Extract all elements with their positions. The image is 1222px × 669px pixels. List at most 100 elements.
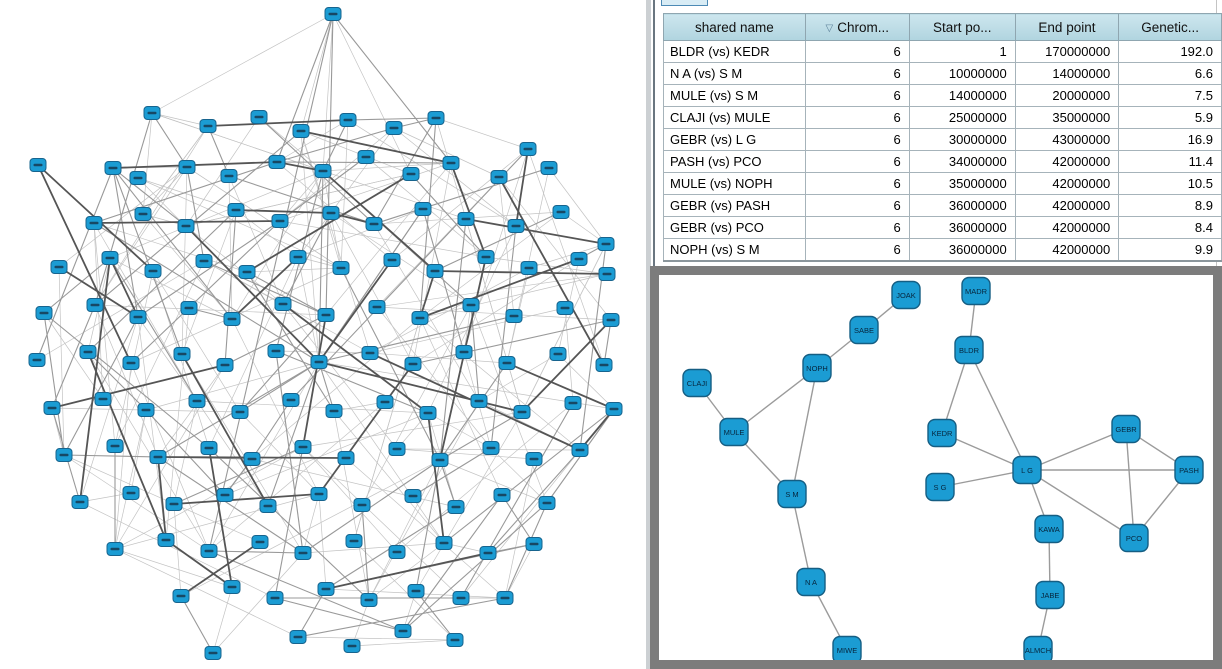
network-node[interactable] bbox=[490, 170, 508, 184]
network-node[interactable] bbox=[343, 639, 361, 653]
network-node[interactable] bbox=[220, 169, 238, 183]
network-node[interactable] bbox=[385, 121, 403, 135]
network-node[interactable] bbox=[29, 158, 47, 172]
network-node[interactable] bbox=[325, 404, 343, 418]
network-node[interactable] bbox=[143, 106, 161, 120]
network-node[interactable] bbox=[376, 395, 394, 409]
network-node-claji[interactable]: CLAJI bbox=[682, 368, 712, 398]
network-node-sabe[interactable]: SABE bbox=[849, 315, 879, 345]
table-row[interactable]: PASH (vs) PCO 6 34000000 42000000 11.4 bbox=[663, 150, 1222, 173]
network-node[interactable] bbox=[525, 537, 543, 551]
network-node-gebr[interactable]: GEBR bbox=[1111, 414, 1141, 444]
network-node[interactable] bbox=[178, 160, 196, 174]
network-node[interactable] bbox=[520, 261, 538, 275]
table-row[interactable]: N A (vs) S M 6 10000000 14000000 6.6 bbox=[663, 62, 1222, 85]
network-node-kawa[interactable]: KAWA bbox=[1034, 514, 1064, 544]
network-node[interactable] bbox=[267, 344, 285, 358]
network-node[interactable] bbox=[455, 345, 473, 359]
network-node[interactable] bbox=[259, 499, 277, 513]
network-node[interactable] bbox=[223, 312, 241, 326]
network-node[interactable] bbox=[337, 451, 355, 465]
network-node[interactable] bbox=[294, 546, 312, 560]
network-node[interactable] bbox=[540, 161, 558, 175]
network-node[interactable] bbox=[292, 124, 310, 138]
network-node[interactable] bbox=[250, 110, 268, 124]
network-node[interactable] bbox=[452, 591, 470, 605]
network-node[interactable] bbox=[549, 347, 567, 361]
network-node[interactable] bbox=[353, 498, 371, 512]
network-node[interactable] bbox=[525, 452, 543, 466]
network-node[interactable] bbox=[411, 311, 429, 325]
network-node-almch[interactable]: ALMCH bbox=[1023, 635, 1053, 661]
network-node[interactable] bbox=[271, 214, 289, 228]
network-node[interactable] bbox=[332, 261, 350, 275]
network-node[interactable] bbox=[457, 212, 475, 226]
network-node[interactable] bbox=[404, 489, 422, 503]
network-node[interactable] bbox=[134, 207, 152, 221]
network-node[interactable] bbox=[227, 203, 245, 217]
network-node[interactable] bbox=[498, 356, 516, 370]
detail-network-canvas[interactable]: JOAK MADR SABE NOPH CLAJI MULE BLDR KEDR GEBR L G… bbox=[659, 275, 1213, 660]
network-node[interactable] bbox=[86, 298, 104, 312]
network-node[interactable] bbox=[289, 250, 307, 264]
network-node[interactable] bbox=[505, 309, 523, 323]
network-node[interactable] bbox=[507, 219, 525, 233]
network-node[interactable] bbox=[345, 534, 363, 548]
column-header-3[interactable]: End point bbox=[1014, 13, 1120, 41]
network-node-bldr[interactable]: BLDR bbox=[954, 335, 984, 365]
network-node[interactable] bbox=[199, 119, 217, 133]
network-node[interactable] bbox=[314, 164, 332, 178]
network-node[interactable] bbox=[144, 264, 162, 278]
network-node[interactable] bbox=[564, 396, 582, 410]
table-tab-fragment[interactable] bbox=[661, 0, 708, 6]
network-node[interactable] bbox=[106, 439, 124, 453]
network-node[interactable] bbox=[122, 486, 140, 500]
network-node[interactable] bbox=[268, 155, 286, 169]
overview-network-panel[interactable] bbox=[0, 0, 646, 669]
network-node[interactable] bbox=[496, 591, 514, 605]
network-node[interactable] bbox=[122, 356, 140, 370]
network-node[interactable] bbox=[282, 393, 300, 407]
network-node[interactable] bbox=[104, 161, 122, 175]
network-node-madr[interactable]: MADR bbox=[961, 276, 991, 306]
network-node-kedr[interactable]: KEDR bbox=[927, 418, 957, 448]
network-node[interactable] bbox=[598, 267, 616, 281]
network-node[interactable] bbox=[216, 488, 234, 502]
network-node[interactable] bbox=[361, 346, 379, 360]
network-node[interactable] bbox=[426, 264, 444, 278]
network-node[interactable] bbox=[479, 546, 497, 560]
network-node[interactable] bbox=[597, 237, 615, 251]
network-node[interactable] bbox=[294, 440, 312, 454]
overview-network-canvas[interactable] bbox=[0, 0, 646, 669]
network-node[interactable] bbox=[571, 443, 589, 457]
network-node[interactable] bbox=[447, 500, 465, 514]
network-node[interactable] bbox=[357, 150, 375, 164]
network-node[interactable] bbox=[129, 171, 147, 185]
table-row[interactable]: MULE (vs) NOPH 6 35000000 42000000 10.5 bbox=[663, 172, 1222, 195]
network-node-noph[interactable]: NOPH bbox=[802, 353, 832, 383]
network-node[interactable] bbox=[431, 453, 449, 467]
network-node[interactable] bbox=[238, 265, 256, 279]
network-node-miwe[interactable]: MIWE bbox=[832, 635, 862, 661]
network-node[interactable] bbox=[216, 358, 234, 372]
network-node[interactable] bbox=[50, 260, 68, 274]
network-node[interactable] bbox=[414, 202, 432, 216]
network-node[interactable] bbox=[394, 624, 412, 638]
network-node[interactable] bbox=[106, 542, 124, 556]
network-node[interactable] bbox=[200, 544, 218, 558]
network-node[interactable] bbox=[407, 584, 425, 598]
network-node[interactable] bbox=[157, 533, 175, 547]
network-node[interactable] bbox=[35, 306, 53, 320]
network-node[interactable] bbox=[404, 357, 422, 371]
table-row[interactable]: NOPH (vs) S M 6 36000000 42000000 9.9 bbox=[663, 238, 1222, 262]
network-node-joak[interactable]: JOAK bbox=[891, 280, 921, 310]
network-node[interactable] bbox=[317, 308, 335, 322]
network-node[interactable] bbox=[383, 253, 401, 267]
table-row[interactable]: GEBR (vs) PCO 6 36000000 42000000 8.4 bbox=[663, 216, 1222, 239]
network-node[interactable] bbox=[365, 217, 383, 231]
filter-icon[interactable]: ▽ bbox=[825, 22, 834, 34]
network-node[interactable] bbox=[322, 206, 340, 220]
network-node[interactable] bbox=[388, 442, 406, 456]
network-node[interactable] bbox=[552, 205, 570, 219]
network-node[interactable] bbox=[204, 646, 222, 660]
